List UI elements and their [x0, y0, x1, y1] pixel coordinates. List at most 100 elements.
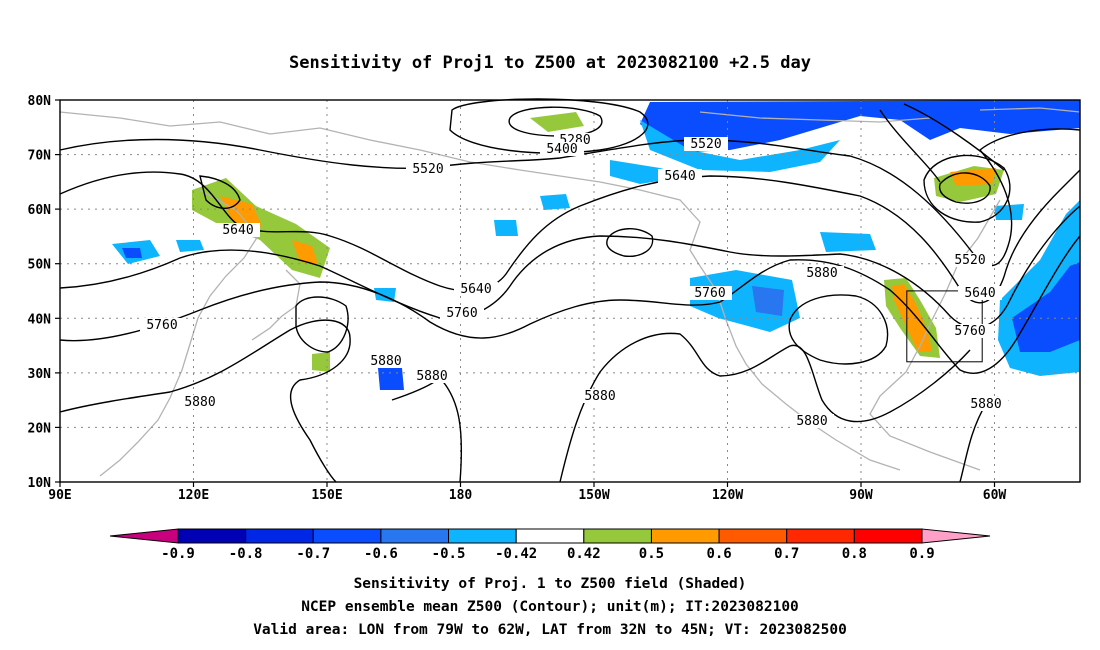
- lon-tick-label: 180: [449, 488, 473, 503]
- contour-label: 5760: [694, 286, 725, 301]
- lat-tick-label: 30N: [28, 367, 52, 382]
- colorbar-label: -0.42: [495, 546, 537, 562]
- contour-label: 5520: [954, 253, 985, 268]
- shade-pac-neg2: [494, 220, 518, 236]
- contour-5280: [508, 106, 603, 137]
- colorbar-segment: [245, 528, 314, 544]
- lat-tick-label: 10N: [28, 476, 52, 491]
- coast-greenland: [979, 107, 1081, 113]
- colorbar-label: 0.8: [842, 546, 867, 562]
- contour-5760-a: [59, 205, 1081, 329]
- lon-tick-label: 90W: [849, 488, 873, 503]
- caption: Sensitivity of Proj. 1 to Z500 field (Sh…: [253, 576, 847, 638]
- lat-tick-label: 40N: [28, 312, 52, 327]
- contour-label: 5880: [970, 397, 1001, 412]
- contour-northeast: [879, 109, 941, 183]
- colorbar-low-triangle: [109, 528, 179, 544]
- colorbar-label: 0.9: [909, 546, 934, 562]
- contour-label: 5640: [222, 223, 253, 238]
- map-frame: [59, 99, 1081, 483]
- shade-west-orange2: [292, 240, 318, 264]
- contour-label: 5760: [446, 306, 477, 321]
- coast-alaska: [559, 175, 701, 267]
- colorbar-segment: [515, 528, 585, 544]
- shade-atlantic-mid: [1012, 262, 1080, 352]
- contour-label: 5880: [796, 414, 827, 429]
- contour-5880-a: [59, 319, 351, 483]
- coast-asia-north: [59, 111, 561, 177]
- colorbar-segment: [718, 528, 788, 544]
- shade-asia-small: [176, 240, 204, 252]
- contour-5400: [449, 98, 649, 154]
- coast-north-america-west: [699, 265, 901, 471]
- lon-tick-label: 150W: [578, 488, 609, 503]
- colorbar-segment: [650, 528, 720, 544]
- lat-axis-labels: 80N 70N 60N 50N 40N 30N 20N 10N: [28, 94, 52, 491]
- shade-arctic-neg: [640, 100, 1080, 152]
- colorbar-label: -0.7: [296, 546, 330, 562]
- shade-pac-pos: [530, 112, 584, 132]
- contour-label: 5640: [664, 169, 695, 184]
- shade-west-us: [690, 270, 800, 332]
- contour-hudson-low: [938, 172, 991, 204]
- colorbar-label: 0.6: [706, 546, 731, 562]
- contour-northeast2: [903, 103, 1005, 171]
- colorbar-segment: [583, 528, 652, 544]
- colorbar-segment: [177, 528, 247, 544]
- lon-tick-label: 150E: [311, 488, 342, 503]
- coast-arctic-islands: [699, 111, 931, 123]
- contour-low-asia: [295, 296, 349, 353]
- lat-tick-label: 80N: [28, 94, 52, 109]
- colorbar-segment: [853, 528, 923, 544]
- lon-tick-label: 90E: [48, 488, 71, 503]
- shade-small-a: [312, 352, 330, 372]
- contour-label: 5760: [954, 324, 985, 339]
- colorbar-label: -0.9: [161, 546, 195, 562]
- colorbar-label: -0.6: [364, 546, 398, 562]
- contour-label: 5400: [546, 142, 577, 157]
- contour-label: 5880: [184, 395, 215, 410]
- lon-tick-label: 120E: [178, 488, 209, 503]
- contour-label: 5760: [146, 318, 177, 333]
- caption-line-1: Sensitivity of Proj. 1 to Z500 field (Sh…: [354, 576, 747, 592]
- colorbar-label: -0.5: [432, 546, 466, 562]
- caption-line-3: Valid area: LON from 79W to 62W, LAT fro…: [253, 622, 847, 638]
- contour-label: 5880: [584, 389, 615, 404]
- colorbar-labels: -0.9 -0.8 -0.7 -0.6 -0.5 -0.42 0.42 0.5 0.6 0.7 0.…: [161, 546, 935, 562]
- contour-labels: 5280 5400 5520 5520 5640 5640 5640 5520 …: [140, 133, 1008, 429]
- contour-label: 5880: [806, 266, 837, 281]
- shade-small-b: [378, 368, 404, 390]
- contour-5880-d: [788, 294, 889, 365]
- axis-ticks: [55, 99, 996, 487]
- caption-line-2: NCEP ensemble mean Z500 (Contour); unit(…: [301, 599, 799, 615]
- figure-title: Sensitivity of Proj1 to Z500 at 20230821…: [289, 53, 811, 73]
- contour-low-pac: [606, 228, 654, 257]
- lon-tick-label: 60W: [983, 488, 1007, 503]
- contour-label: 5520: [412, 162, 443, 177]
- contour-label: 5520: [690, 137, 721, 152]
- contour-label: 5640: [460, 282, 491, 297]
- colorbar-label: -0.8: [229, 546, 263, 562]
- lat-tick-label: 70N: [28, 149, 52, 164]
- colorbar-segment: [312, 528, 382, 544]
- contour-hudson-ring: [923, 154, 1011, 223]
- lat-tick-label: 60N: [28, 203, 52, 218]
- lat-tick-label: 50N: [28, 258, 52, 273]
- colorbar-segment: [448, 528, 517, 544]
- contour-label: 5880: [416, 369, 447, 384]
- shade-pac-neg: [540, 194, 570, 210]
- lon-tick-label: 120W: [712, 488, 743, 503]
- contour-5880-c: [559, 332, 971, 483]
- shade-west-us-dark: [752, 286, 784, 316]
- colorbar-label: 0.5: [639, 546, 664, 562]
- colorbar-high-triangle: [921, 528, 991, 544]
- colorbar: [109, 528, 991, 544]
- shade-atlantic-small: [994, 204, 1024, 220]
- contour-5640-b: [199, 175, 241, 209]
- lon-axis-labels: 90E 120E 150E 180 150W 120W 90W 60W: [48, 488, 1006, 503]
- coast-japan: [251, 269, 301, 341]
- colorbar-segment: [786, 528, 855, 544]
- map-panel: 5280 5400 5520 5520 5640 5640 5640 5520 …: [28, 94, 1081, 503]
- colorbar-label: 0.7: [774, 546, 799, 562]
